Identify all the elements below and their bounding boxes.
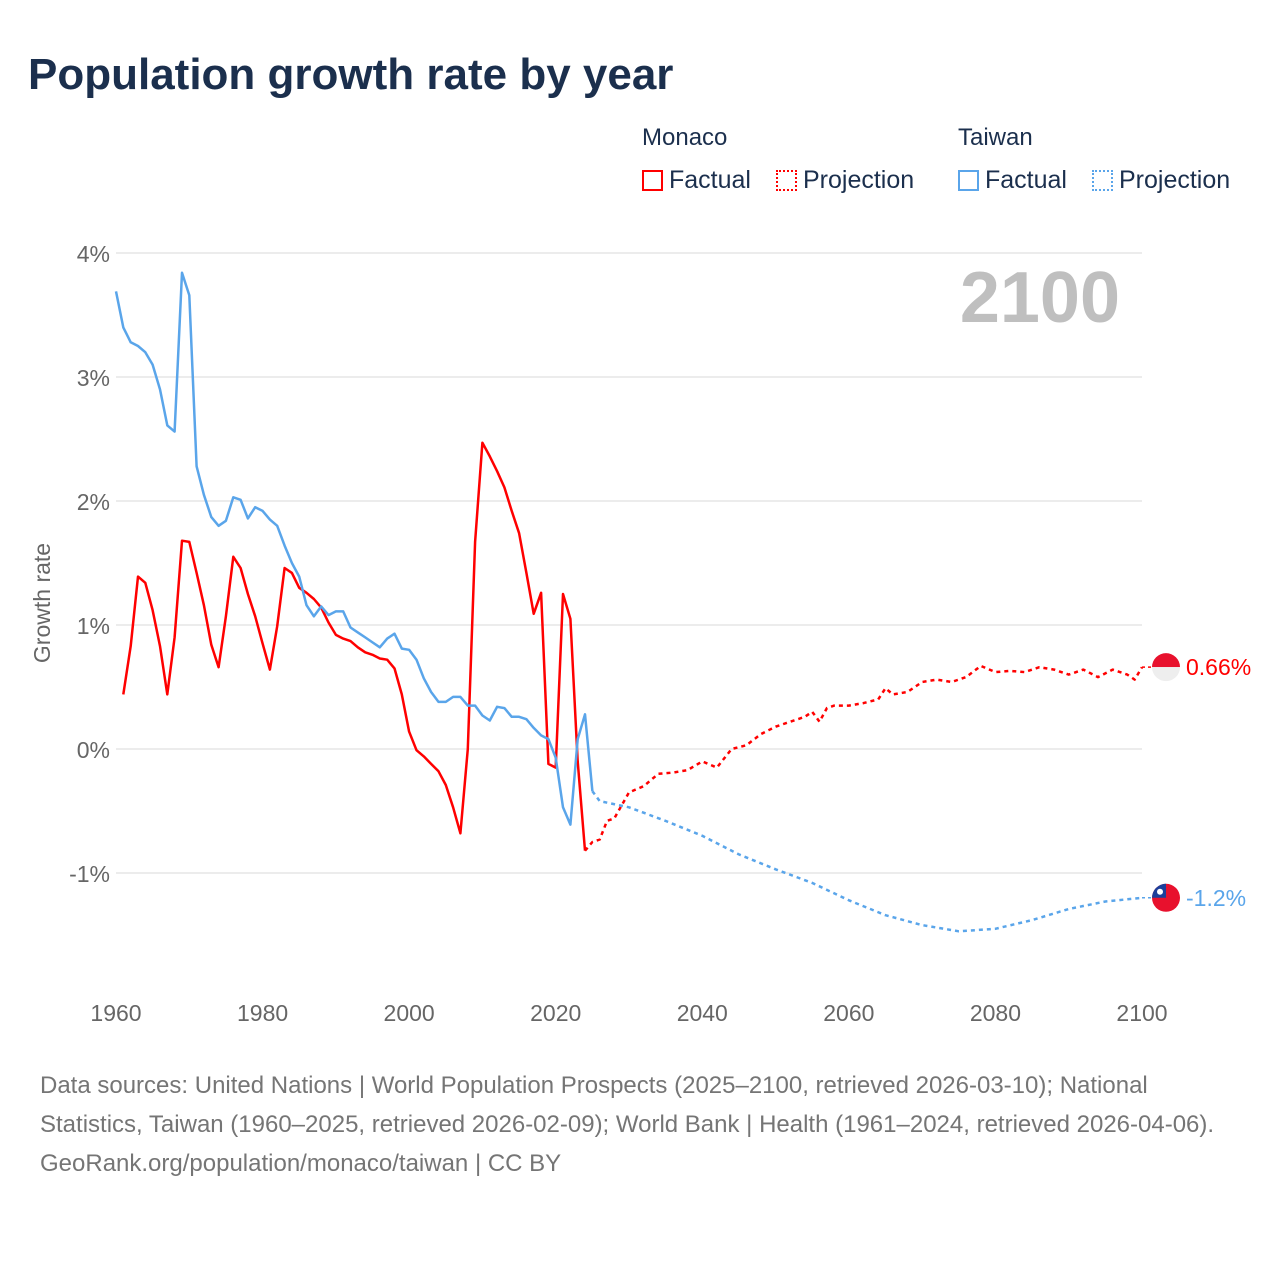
legend-taiwan-projection[interactable]: Projection — [1092, 166, 1230, 195]
flag-sun — [1157, 888, 1163, 895]
page-title: Population growth rate by year — [28, 50, 674, 99]
y-tick-label: 2% — [77, 489, 110, 515]
legend-swatch-dotted — [1092, 170, 1113, 191]
taiwan-flag-icon — [1152, 883, 1180, 912]
footer: Data sources: United Nations | World Pop… — [40, 1066, 1250, 1183]
end-value-label: -1.2% — [1186, 885, 1246, 911]
line-chart: 2100 Growth rate 4% 3% 2% 1% 0% -1% 1960 1980 20… — [29, 241, 1251, 1026]
legend-label: Projection — [1119, 166, 1231, 194]
series-line-monaco-projection — [584, 664, 1144, 852]
y-tick-label: 1% — [77, 613, 110, 639]
data-sources: Data sources: United Nations | World Pop… — [40, 1072, 1215, 1138]
x-tick-label: 1960 — [90, 1000, 141, 1026]
end-value-label: 0.66% — [1186, 654, 1251, 680]
series-line-monaco-factual — [122, 441, 587, 851]
legend-label: Factual — [985, 166, 1067, 194]
x-tick-label: 2080 — [970, 1000, 1021, 1026]
x-tick-label: 1980 — [237, 1000, 288, 1026]
x-tick-label: 2060 — [823, 1000, 874, 1026]
y-tick-label: 3% — [77, 365, 110, 391]
year-watermark: 2100 — [960, 258, 1120, 338]
x-tick-label: 2100 — [1116, 1000, 1167, 1026]
legend-label: Projection — [803, 166, 915, 194]
legend-taiwan-factual[interactable]: Factual — [958, 166, 1067, 195]
x-tick-label: 2020 — [530, 1000, 581, 1026]
x-tick-label: 2040 — [677, 1000, 728, 1026]
legend-label: Factual — [669, 166, 751, 194]
series-line-taiwan-projection — [591, 790, 1143, 933]
series-line-taiwan-factual — [114, 271, 594, 826]
monaco-flag-icon — [1152, 653, 1181, 682]
legend-swatch-solid — [958, 170, 979, 191]
flag-white-half — [1152, 667, 1181, 682]
y-tick-label: 4% — [77, 241, 110, 267]
y-axis-label: Growth rate — [29, 543, 55, 663]
legend-monaco-projection[interactable]: Projection — [776, 166, 914, 195]
legend-country-monaco: Monaco — [642, 124, 728, 151]
legend-swatch-dotted — [776, 170, 797, 191]
credit-link[interactable]: GeoRank.org/population/monaco/taiwan | C… — [40, 1150, 562, 1177]
x-tick-label: 2000 — [384, 1000, 435, 1026]
legend-country-taiwan: Taiwan — [958, 124, 1033, 151]
flag-red-half — [1152, 653, 1181, 668]
legend-swatch-solid — [642, 170, 663, 191]
legend-monaco-factual[interactable]: Factual — [642, 166, 751, 195]
y-tick-label: 0% — [77, 737, 110, 763]
y-tick-label: -1% — [69, 861, 110, 887]
